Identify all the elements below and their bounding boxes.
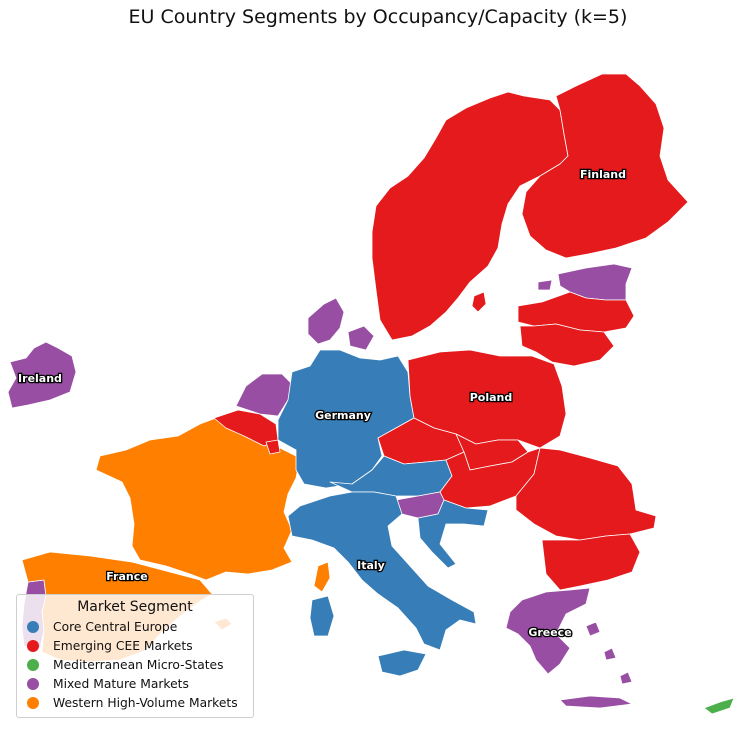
island-corsica[interactable]	[313, 561, 331, 593]
legend-dot-micro	[27, 658, 39, 671]
map-title: EU Country Segments by Occupancy/Capacit…	[128, 6, 628, 28]
country-luxembourg[interactable]	[265, 439, 281, 455]
legend-label-micro: Mediterranean Micro-States	[53, 657, 224, 672]
country-cyprus[interactable]	[703, 697, 735, 715]
country-denmark[interactable]	[307, 297, 375, 351]
legend-label-cee: Emerging CEE Markets	[53, 638, 193, 653]
island-sicily[interactable]	[377, 649, 427, 677]
label-greece: Greece	[528, 626, 571, 639]
island-sardinia[interactable]	[309, 595, 335, 637]
legend-item-core: Core Central Europe	[17, 617, 253, 636]
country-romania[interactable]	[515, 447, 657, 541]
island-greek-aegean[interactable]	[585, 621, 633, 685]
country-ireland[interactable]	[7, 341, 77, 409]
label-ireland: Ireland	[18, 372, 62, 385]
legend-dot-western	[27, 697, 39, 710]
legend-item-mixed: Mixed Mature Markets	[17, 675, 253, 694]
legend-label-western: Western High-Volume Markets	[53, 696, 238, 711]
legend: Market Segment Core Central Europe Emerg…	[16, 594, 254, 718]
island-gotland[interactable]	[471, 291, 487, 313]
legend-item-micro: Mediterranean Micro-States	[17, 655, 253, 674]
island-crete[interactable]	[559, 695, 633, 709]
legend-title: Market Segment	[77, 599, 193, 615]
legend-dot-cee	[27, 639, 39, 652]
label-germany: Germany	[315, 409, 371, 422]
label-poland: Poland	[470, 391, 513, 404]
country-finland[interactable]	[521, 73, 689, 259]
legend-label-core: Core Central Europe	[53, 619, 178, 634]
country-lithuania[interactable]	[519, 323, 615, 367]
legend-dot-core	[27, 620, 39, 633]
legend-label-mixed: Mixed Mature Markets	[53, 677, 189, 692]
label-france: France	[106, 570, 147, 583]
label-italy: Italy	[357, 559, 385, 572]
country-croatia[interactable]	[417, 499, 489, 569]
label-finland: Finland	[580, 168, 626, 181]
country-estonia[interactable]	[537, 263, 633, 301]
legend-item-cee: Emerging CEE Markets	[17, 636, 253, 655]
legend-dot-mixed	[27, 678, 39, 691]
country-greece[interactable]	[505, 587, 591, 675]
country-italy[interactable]	[287, 491, 477, 651]
legend-item-western: Western High-Volume Markets	[17, 694, 253, 713]
country-bulgaria[interactable]	[541, 533, 641, 591]
